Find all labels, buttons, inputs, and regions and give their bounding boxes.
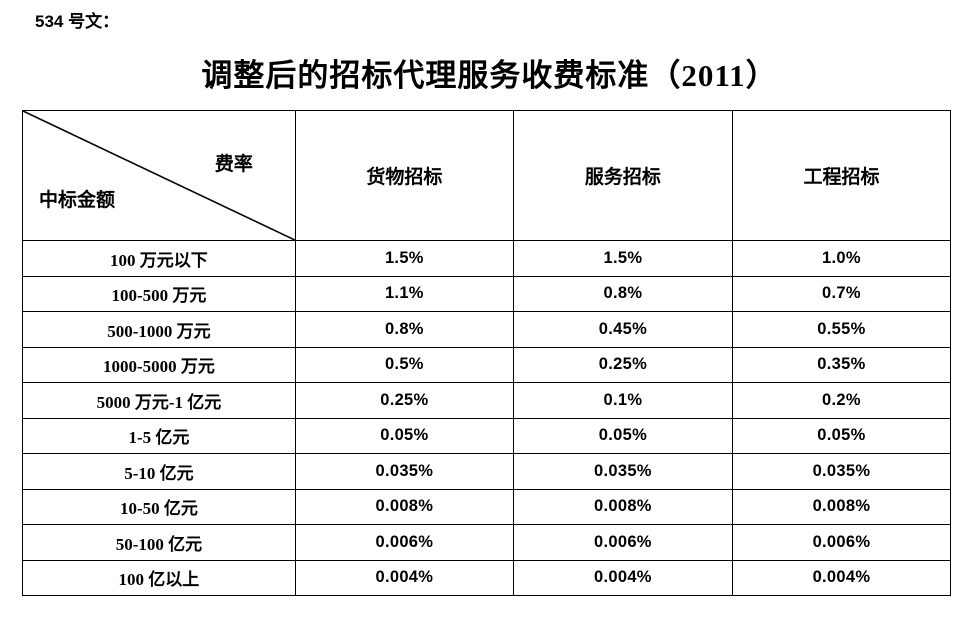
rate-value-cell: 0.008% — [512, 488, 733, 525]
row-label-amount-tier: 100 万元以下 — [22, 240, 296, 277]
table-row: 5-10 亿元 0.035% 0.035% 0.035% — [22, 453, 952, 490]
column-header-engineering: 工程招标 — [731, 110, 952, 241]
row-label-amount-tier: 10-50 亿元 — [22, 488, 296, 525]
rate-value-cell: 0.05% — [512, 417, 733, 454]
rate-value-cell: 1.1% — [294, 275, 514, 312]
rate-value-cell: 0.004% — [294, 559, 514, 596]
diagonal-divider-line — [23, 111, 295, 240]
table-row: 100 万元以下 1.5% 1.5% 1.0% — [22, 240, 952, 277]
rate-value-cell: 1.5% — [512, 240, 733, 277]
rate-value-cell: 1.0% — [731, 240, 952, 277]
rate-value-cell: 0.8% — [512, 275, 733, 312]
corner-header-cell: 费率 中标金额 — [22, 110, 296, 241]
rate-value-cell: 0.006% — [512, 524, 733, 561]
fee-table: 费率 中标金额 货物招标 服务招标 工程招标 100 万元以下 1.5% 1.5% 1… — [22, 110, 952, 596]
row-label-amount-tier: 1-5 亿元 — [22, 417, 296, 454]
table-row: 500-1000 万元 0.8% 0.45% 0.55% — [22, 311, 952, 348]
doc-number-label: 534 号文： — [35, 12, 120, 31]
rate-value-cell: 0.7% — [731, 275, 952, 312]
rate-value-cell: 0.035% — [294, 453, 514, 490]
rate-value-cell: 0.55% — [731, 311, 952, 348]
fee-table-body: 100 万元以下 1.5% 1.5% 1.0% 100-500 万元 1.1% 0.8% 0.… — [22, 240, 952, 596]
row-label-amount-tier: 100-500 万元 — [22, 275, 296, 312]
table-row: 50-100 亿元 0.006% 0.006% 0.006% — [22, 524, 952, 561]
rate-value-cell: 0.25% — [512, 346, 733, 383]
header-row: 费率 中标金额 货物招标 服务招标 工程招标 — [22, 110, 952, 241]
table-row: 100-500 万元 1.1% 0.8% 0.7% — [22, 275, 952, 312]
rate-value-cell: 0.8% — [294, 311, 514, 348]
rate-value-cell: 0.035% — [512, 453, 733, 490]
rate-value-cell: 0.004% — [731, 559, 952, 596]
rate-value-cell: 0.006% — [294, 524, 514, 561]
rate-value-cell: 1.5% — [294, 240, 514, 277]
table-row: 10-50 亿元 0.008% 0.008% 0.008% — [22, 488, 952, 525]
table-row: 100 亿以上 0.004% 0.004% 0.004% — [22, 559, 952, 596]
table-row: 1000-5000 万元 0.5% 0.25% 0.35% — [22, 346, 952, 383]
rate-value-cell: 0.05% — [294, 417, 514, 454]
rate-value-cell: 0.1% — [512, 382, 733, 419]
rate-value-cell: 0.35% — [731, 346, 952, 383]
rate-value-cell: 0.2% — [731, 382, 952, 419]
rate-value-cell: 0.5% — [294, 346, 514, 383]
table-row: 1-5 亿元 0.05% 0.05% 0.05% — [22, 417, 952, 454]
column-header-service: 服务招标 — [512, 110, 733, 241]
column-header-goods: 货物招标 — [294, 110, 514, 241]
row-label-amount-tier: 5-10 亿元 — [22, 453, 296, 490]
row-label-amount-tier: 50-100 亿元 — [22, 524, 296, 561]
rate-value-cell: 0.008% — [731, 488, 952, 525]
rate-value-cell: 0.05% — [731, 417, 952, 454]
rate-value-cell: 0.25% — [294, 382, 514, 419]
row-label-amount-tier: 1000-5000 万元 — [22, 346, 296, 383]
rate-value-cell: 0.45% — [512, 311, 733, 348]
page-title: 调整后的招标代理服务收费标准（2011） — [201, 58, 778, 93]
rate-value-cell: 0.035% — [731, 453, 952, 490]
row-label-amount-tier: 5000 万元-1 亿元 — [22, 382, 296, 419]
rate-value-cell: 0.004% — [512, 559, 733, 596]
row-label-amount-tier: 100 亿以上 — [22, 559, 296, 596]
corner-label-rate: 费率 — [214, 154, 253, 175]
rate-value-cell: 0.008% — [294, 488, 514, 525]
corner-label-bid-amount: 中标金额 — [39, 190, 116, 211]
row-label-amount-tier: 500-1000 万元 — [22, 311, 296, 348]
table-row: 5000 万元-1 亿元 0.25% 0.1% 0.2% — [22, 382, 952, 419]
rate-value-cell: 0.006% — [731, 524, 952, 561]
